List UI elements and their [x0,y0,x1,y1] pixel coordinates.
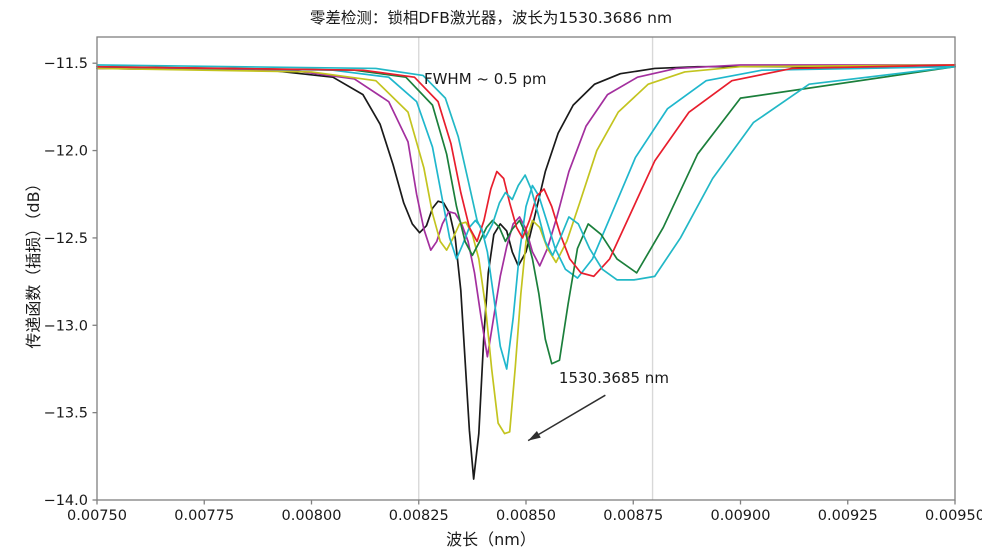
wavelength-callout-arrow-shaft [527,394,606,442]
y-tick-label-0: −11.5 [44,56,88,72]
y-tick-label-1: −12.0 [44,144,88,160]
wavelength-callout: 1530.3685 nm [559,369,669,387]
grid-lines [418,37,654,500]
x-tick-label-8: 0.00950 [925,508,982,524]
y-tick-label-2: −12.5 [44,231,88,247]
x-tick-label-5: 0.00875 [603,508,663,524]
y-tick-label-3: −13.0 [44,318,88,334]
tick-labels: 0.00750 0.00775 0.00800 0.00825 0.00850 0.008… [44,56,982,524]
x-tick-label-4: 0.00850 [496,508,556,524]
wavelength-callout-arrow-head [528,430,541,441]
trace-olive [96,64,956,435]
trace-magenta [96,64,956,358]
annotations-group: FWHM ~ 0.5 pm 1530.3685 nm [424,70,669,442]
y-tick-label-4: −13.5 [44,406,88,422]
x-tick-label-3: 0.00825 [389,508,449,524]
x-tick-label-6: 0.00900 [711,508,771,524]
trace-red [96,64,956,278]
x-tick-label-1: 0.00775 [174,508,234,524]
page-title: 零差检测：锁相DFB激光器，波长为1530.3686 nm [309,9,673,27]
data-series-group [96,64,956,480]
x-tick-label-7: 0.00925 [818,508,878,524]
y-tick-label-5: −14.0 [44,493,88,509]
x-axis-label: 波长（nm） [446,530,536,549]
axes-frame [96,36,956,501]
axes-spine [96,36,956,501]
fwhm-label: FWHM ~ 0.5 pm [424,70,547,88]
trace-teal [96,64,956,281]
trace-black [96,65,956,480]
x-tick-label-0: 0.00750 [67,508,127,524]
trace-green [96,65,956,365]
x-tick-label-2: 0.00800 [282,508,342,524]
trace-cyan [96,65,956,370]
